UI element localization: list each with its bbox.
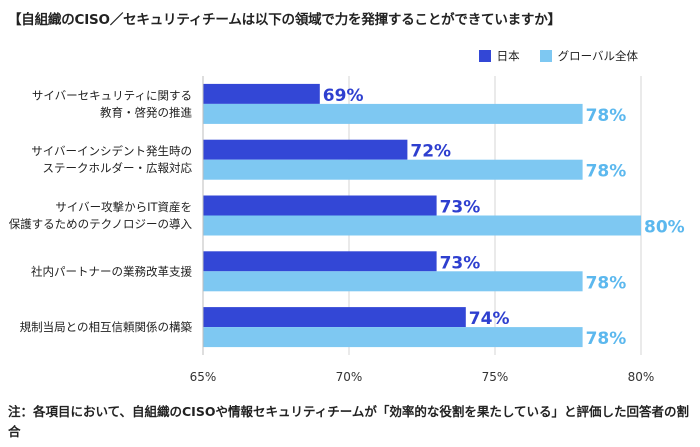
data-label-japan: 73%: [440, 253, 481, 273]
legend: 日本 グローバル全体: [459, 48, 638, 64]
chart-title: 【自組織のCISO／セキュリティチームは以下の領域で力を発揮することができていま…: [8, 12, 561, 28]
category-label: 社内パートナーの業務改革支援: [31, 264, 192, 278]
bar-global: [203, 327, 583, 348]
bar-japan: [203, 251, 437, 272]
x-tick-label: 80%: [628, 370, 655, 384]
x-tick-label: 75%: [482, 370, 509, 384]
legend-swatch-japan: [478, 50, 491, 62]
category-label: 保護するためのテクノロジーの導入: [9, 217, 193, 231]
legend-swatch-global: [539, 50, 552, 62]
legend-item-japan: 日本: [478, 48, 520, 64]
x-tick-label: 65%: [190, 370, 217, 384]
bar-global: [203, 271, 583, 292]
bar-global: [203, 215, 641, 236]
data-label-japan: 69%: [323, 86, 364, 106]
footnote: 注：各項目において、自組織のCISOや情報セキュリティチームが「効率的な役割を果…: [8, 404, 689, 439]
bar-japan: [203, 83, 320, 104]
bar-japan: [203, 139, 408, 160]
data-label-global: 78%: [586, 162, 627, 182]
data-label-japan: 72%: [410, 142, 451, 162]
bar-japan: [203, 195, 437, 216]
category-label: 規制当局との相互信頼関係の構築: [20, 320, 193, 334]
category-label: 教育・啓発の推進: [100, 105, 192, 119]
data-label-global: 78%: [586, 329, 627, 349]
category-label: サイバーインシデント発生時の: [31, 144, 192, 158]
bar-global: [203, 159, 583, 180]
data-label-global: 80%: [644, 218, 685, 238]
x-tick-label: 70%: [336, 370, 363, 384]
legend-item-global: グローバル全体: [539, 48, 638, 64]
data-label-japan: 73%: [440, 198, 481, 218]
data-label-japan: 74%: [469, 309, 510, 329]
bar-japan: [203, 307, 466, 328]
bar-global: [203, 103, 583, 124]
category-label: サイバー攻撃からIT資産を: [55, 200, 192, 214]
category-label: ステークホルダー・広報対応: [43, 161, 193, 175]
legend-label-global: グローバル全体: [557, 49, 638, 63]
data-label-global: 78%: [586, 273, 627, 293]
legend-label-japan: 日本: [496, 49, 520, 63]
category-label: サイバーセキュリティに関する: [32, 88, 192, 102]
data-label-global: 78%: [586, 106, 627, 126]
